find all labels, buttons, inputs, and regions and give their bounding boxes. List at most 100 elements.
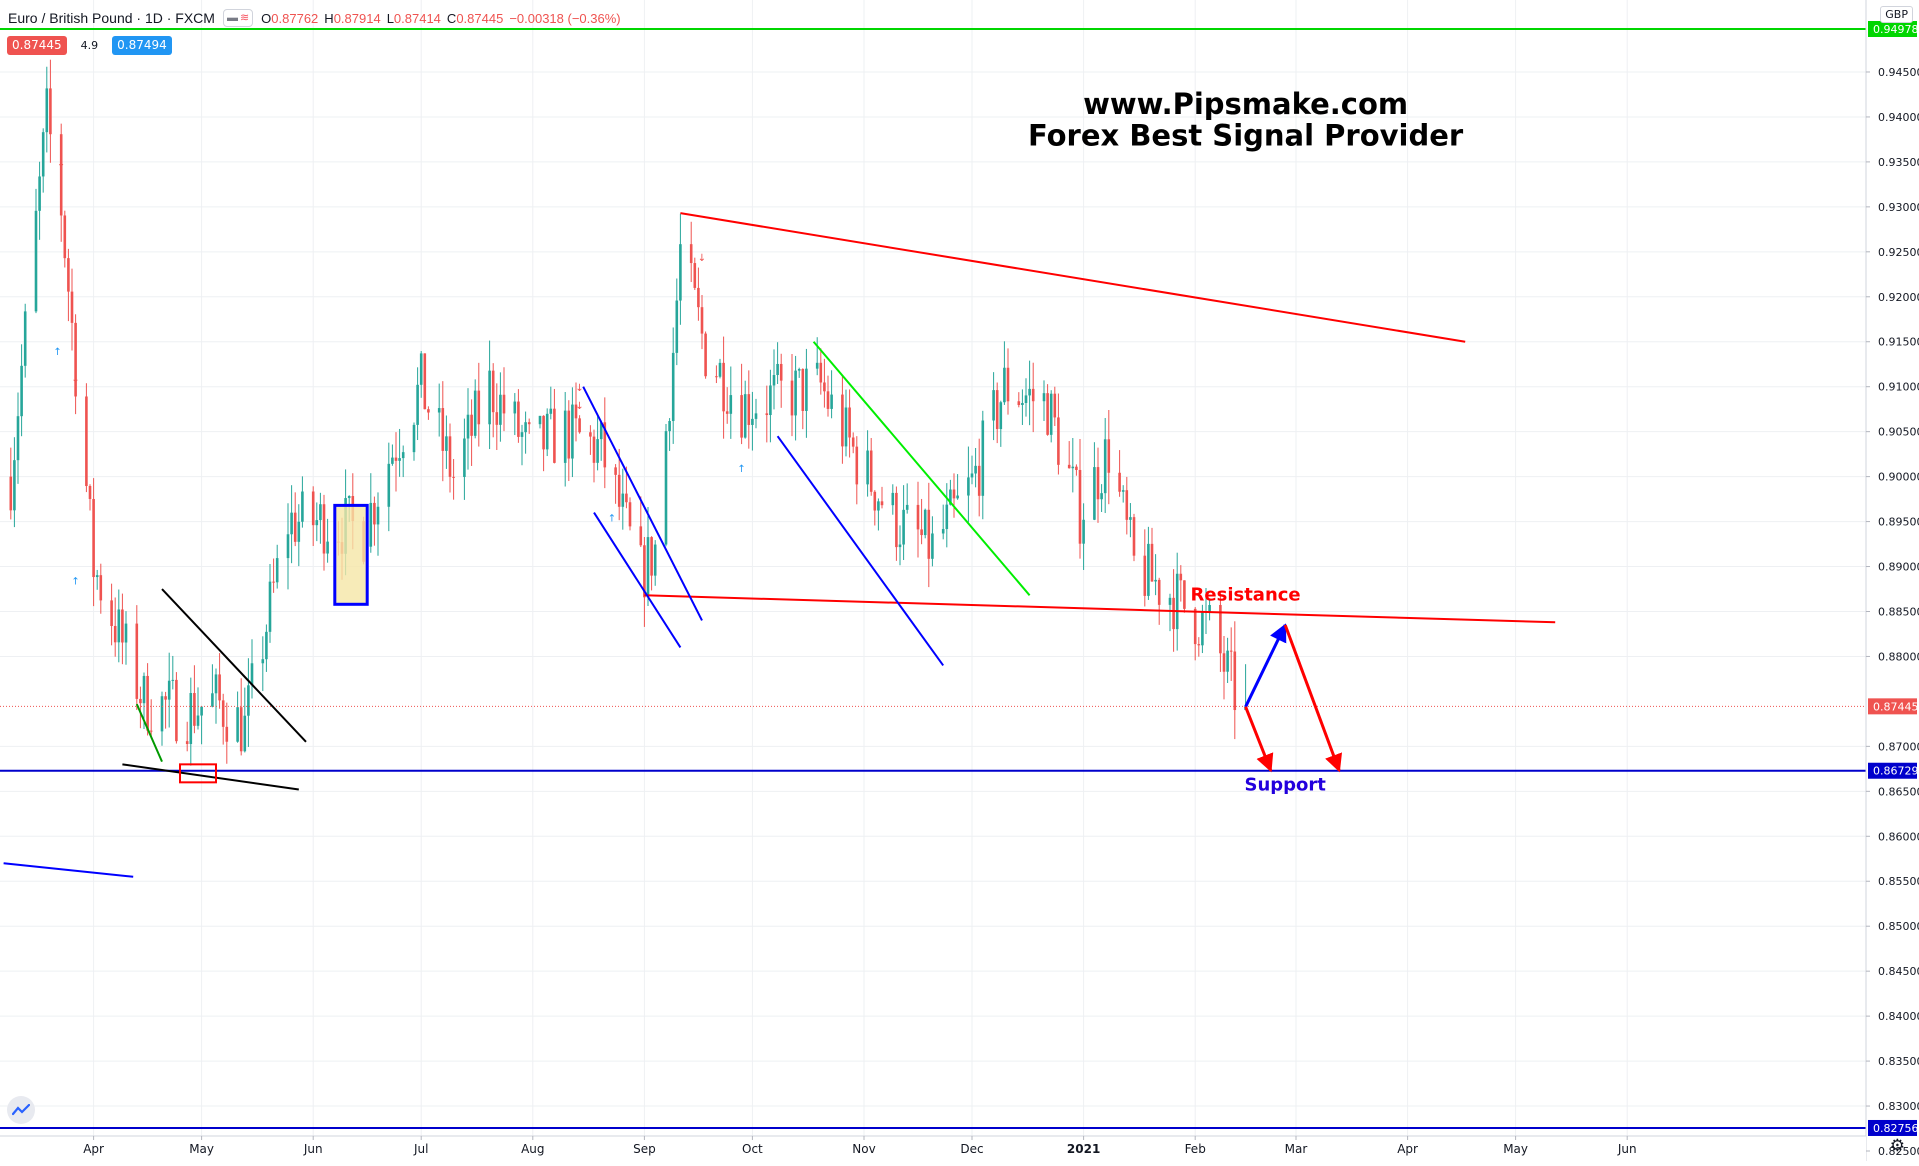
candle-body bbox=[675, 300, 679, 353]
candle-body bbox=[772, 375, 776, 386]
candle-body bbox=[679, 244, 682, 301]
candle-body bbox=[376, 506, 380, 525]
price-tick-label: 0.94500 bbox=[1878, 66, 1919, 79]
candle-body bbox=[927, 509, 931, 559]
candle-body bbox=[527, 422, 531, 425]
candle-body bbox=[13, 460, 16, 511]
candle-body bbox=[545, 413, 549, 450]
time-tick-label: Dec bbox=[960, 1142, 983, 1156]
candle-body bbox=[1226, 650, 1229, 672]
price-tick-label: 0.90000 bbox=[1878, 471, 1919, 484]
price-tick-label: 0.90500 bbox=[1878, 426, 1919, 439]
candle-body bbox=[167, 680, 171, 700]
candle-body bbox=[563, 410, 567, 463]
candle-body bbox=[49, 88, 52, 135]
price-tag-label: 0.94978 bbox=[1873, 23, 1919, 36]
price-tick-label: 0.85500 bbox=[1878, 875, 1919, 888]
candle-body bbox=[423, 353, 427, 410]
time-tick-label: Sep bbox=[633, 1142, 656, 1156]
candle-body bbox=[398, 458, 401, 461]
candle-body bbox=[293, 512, 297, 542]
candle-body bbox=[517, 401, 520, 437]
candle-body bbox=[74, 322, 77, 397]
tradingview-logo-icon[interactable] bbox=[7, 1096, 35, 1124]
candle-body bbox=[815, 362, 819, 369]
candle-body bbox=[653, 544, 657, 576]
candle-body bbox=[898, 544, 902, 548]
candle-body bbox=[221, 700, 225, 727]
candle-body bbox=[992, 390, 995, 421]
candle-body bbox=[286, 534, 290, 559]
candle-body bbox=[441, 408, 445, 451]
candle-body bbox=[16, 416, 20, 461]
candle-body bbox=[193, 693, 196, 726]
candle-body bbox=[322, 504, 326, 554]
candle-body bbox=[880, 501, 884, 506]
candle-body bbox=[949, 489, 952, 505]
candle-body bbox=[553, 408, 556, 463]
sell-signal-marker: ↓ bbox=[57, 158, 65, 169]
price-tag-label: 0.82756 bbox=[1873, 1122, 1919, 1135]
arrow-drawing bbox=[1283, 624, 1343, 773]
candle-body bbox=[1183, 580, 1186, 609]
candle-body bbox=[297, 521, 301, 542]
indicator-toggle-group[interactable]: ▬ ≋ bbox=[222, 9, 254, 27]
candle-body bbox=[603, 422, 607, 468]
trend-line bbox=[812, 341, 1031, 596]
candle-body bbox=[394, 457, 398, 461]
candle-body bbox=[877, 501, 880, 511]
candle-body bbox=[369, 502, 373, 547]
candle-body bbox=[466, 414, 470, 439]
time-tick-label: Oct bbox=[742, 1142, 763, 1156]
candle-body bbox=[578, 418, 581, 433]
candle-body bbox=[124, 623, 128, 643]
candle-body bbox=[265, 631, 268, 660]
buy-signal-marker: ↑ bbox=[71, 577, 79, 588]
candle-body bbox=[697, 287, 700, 308]
trend-line bbox=[135, 703, 163, 763]
candle-body bbox=[945, 504, 949, 530]
candle-body bbox=[1197, 644, 1201, 646]
candle-body bbox=[427, 409, 430, 413]
candle-body bbox=[211, 693, 214, 707]
candle-body bbox=[247, 685, 250, 716]
buy-price-button[interactable]: 0.87494 bbox=[112, 36, 172, 55]
candle-body bbox=[452, 476, 455, 478]
trend-line bbox=[161, 588, 307, 743]
time-tick-label: Jun bbox=[303, 1142, 323, 1156]
time-tick-label: Apr bbox=[1397, 1142, 1418, 1156]
candle-body bbox=[23, 311, 27, 366]
symbol-header: Euro / British Pound · 1D · FXCM ▬ ≋ O0.… bbox=[8, 8, 621, 28]
candle-body bbox=[689, 244, 693, 264]
candle-body bbox=[574, 404, 578, 419]
sell-price-button[interactable]: 0.87445 bbox=[7, 36, 67, 55]
time-tick-label: Jun bbox=[1617, 1142, 1637, 1156]
candle-body bbox=[1031, 388, 1035, 402]
candle-body bbox=[931, 533, 934, 559]
currency-badge[interactable]: GBP bbox=[1880, 6, 1913, 23]
gear-icon[interactable]: ⚙ bbox=[1889, 1136, 1905, 1155]
candle-body bbox=[704, 333, 707, 377]
candle-body bbox=[1049, 393, 1053, 435]
candle-body bbox=[1172, 597, 1175, 630]
candle-body bbox=[301, 491, 304, 522]
candle-body bbox=[970, 473, 974, 478]
candle-body bbox=[844, 407, 848, 447]
candle-body bbox=[754, 413, 758, 419]
candle-body bbox=[20, 365, 23, 417]
candle-body bbox=[1107, 439, 1111, 473]
minus-icon[interactable]: ▬ bbox=[226, 12, 238, 24]
candle-body bbox=[923, 509, 927, 536]
candle-body bbox=[1121, 490, 1125, 492]
candle-body bbox=[1046, 393, 1049, 435]
candle-body bbox=[794, 370, 797, 416]
candle-body bbox=[1129, 517, 1132, 520]
candle-body bbox=[416, 384, 419, 425]
candle-body bbox=[189, 693, 193, 745]
candle-body bbox=[268, 581, 272, 632]
wave-icon[interactable]: ≋ bbox=[239, 12, 250, 24]
trend-line bbox=[644, 594, 1556, 624]
symbol-title[interactable]: Euro / British Pound · 1D · FXCM bbox=[8, 10, 215, 26]
